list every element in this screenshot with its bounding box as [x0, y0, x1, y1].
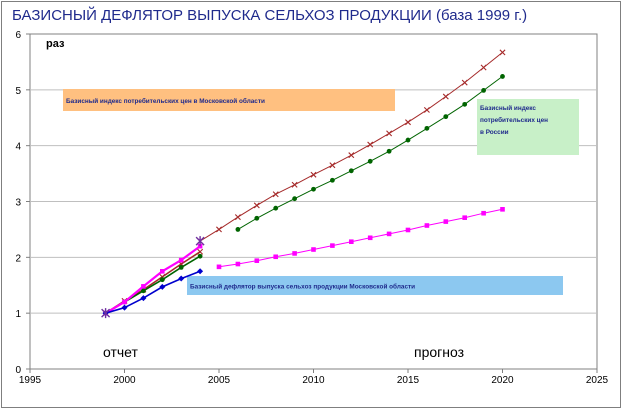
data-point-cpi_ru — [386, 148, 392, 154]
data-point-cpi_mo — [291, 181, 298, 188]
x-tick-label: 2010 — [302, 375, 325, 386]
series-layer — [101, 49, 506, 319]
data-point-defl_mo — [500, 207, 505, 212]
data-point-cpi_mo — [216, 226, 222, 233]
data-point-defl_mo — [367, 235, 373, 241]
data-point-defl_mo — [386, 231, 392, 237]
x-tick-label: 2000 — [113, 375, 136, 386]
data-point-cpi_mo — [405, 119, 411, 126]
data-point-defl_mo — [197, 243, 203, 249]
data-point-defl_mo — [160, 268, 165, 274]
annotation-text-defl_mo: Базисный дефлятор выпуска сельхоз продук… — [190, 283, 415, 291]
forecast-period-label: прогноз — [414, 344, 464, 360]
data-point-cpi_mo — [272, 191, 279, 198]
data-point-cpi_ru — [141, 288, 146, 294]
data-point-cpi_ru — [348, 168, 354, 174]
data-point-cpi_ru — [367, 158, 373, 164]
data-point-defl_mo — [235, 261, 241, 267]
data-point-defl_mo — [311, 247, 316, 252]
data-point-cpi_ru — [443, 114, 449, 120]
data-point-cpi_mo — [234, 214, 241, 221]
data-point-defl_ru — [178, 275, 185, 282]
data-point-cpi_ru — [462, 101, 468, 107]
data-point-cpi_mo — [367, 141, 374, 148]
data-point-cpi_mo — [480, 64, 487, 71]
data-point-defl_mo — [273, 254, 278, 260]
x-tick-label: 2015 — [397, 375, 420, 386]
data-point-cpi_mo — [197, 248, 204, 255]
data-point-cpi_mo — [423, 106, 430, 113]
data-point-cpi_mo — [442, 93, 449, 100]
data-point-cpi_ru — [235, 227, 241, 232]
data-point-cpi_mo — [461, 79, 468, 86]
star-marker — [195, 236, 205, 247]
data-point-cpi_mo — [329, 162, 336, 169]
data-point-cpi_ru — [481, 87, 486, 93]
data-point-defl_mo — [405, 227, 411, 233]
data-point-cpi_ru — [405, 137, 411, 143]
data-point-defl_mo — [141, 284, 146, 289]
data-point-cpi_mo — [499, 49, 506, 56]
data-point-defl_mo — [424, 223, 430, 228]
data-point-cpi_ru — [292, 196, 297, 202]
data-point-cpi_ru — [273, 205, 279, 211]
annotation-text-cpi_ru: Базисный индекс потребительских цен в Росс… — [480, 104, 548, 136]
data-point-defl_ru — [140, 295, 147, 302]
data-point-defl_mo — [481, 210, 486, 216]
series-line-defl_mo-forecast — [218, 208, 503, 268]
data-point-defl_ru — [197, 268, 204, 275]
y-tick-label: 2 — [15, 253, 21, 264]
x-tick-label: 1995 — [19, 375, 42, 386]
series-line-defl_mo-report — [105, 245, 201, 315]
data-point-cpi_ru — [500, 74, 505, 79]
data-point-defl_mo — [349, 239, 354, 244]
y-tick-label: 6 — [15, 30, 21, 41]
data-point-cpi_mo — [310, 171, 317, 178]
y-tick-label: 3 — [15, 198, 21, 209]
data-point-cpi_mo — [253, 202, 260, 209]
data-point-cpi_ru — [178, 264, 184, 270]
data-point-cpi_ru — [254, 215, 260, 221]
report-period-label: отчет — [103, 344, 139, 360]
data-point-cpi_mo — [348, 152, 355, 159]
x-tick-label: 2020 — [491, 375, 514, 386]
data-point-defl_mo — [462, 215, 467, 220]
data-point-defl_ru — [159, 283, 166, 290]
annotation-box-defl_mo — [187, 276, 563, 295]
chart-title: БАЗИСНЫЙ ДЕФЛЯТОР ВЫПУСКА СЕЛЬХОЗ ПРОДУК… — [12, 6, 527, 24]
data-point-cpi_mo — [386, 130, 393, 137]
annotation-box-cpi_mo — [63, 89, 395, 111]
data-point-cpi_ru — [330, 177, 335, 183]
data-point-defl_mo — [330, 243, 335, 248]
x-tick-label: 2025 — [586, 375, 609, 386]
annotation-box-cpi_ru — [477, 99, 579, 155]
data-point-defl_mo — [292, 251, 297, 256]
data-point-defl_mo — [178, 257, 184, 263]
data-point-defl_mo — [122, 299, 127, 305]
data-point-cpi_ru — [159, 277, 165, 283]
data-point-defl_mo — [254, 258, 260, 263]
y-unit-label: раз — [46, 38, 65, 50]
data-point-defl_mo — [443, 219, 449, 224]
y-tick-label: 1 — [15, 309, 21, 320]
annotations: Базисный индекс потребительских цен в Мо… — [63, 89, 579, 295]
y-tick-label: 5 — [15, 86, 21, 97]
axes: 0 1 2 3 4 5 6 1995 2000 2005 2010 2015 2020 2025 — [15, 30, 608, 386]
y-tick-label: 0 — [15, 365, 21, 376]
star-marker — [101, 308, 111, 319]
data-point-defl_mo — [216, 264, 222, 270]
x-tick-label: 2005 — [208, 375, 231, 386]
data-point-cpi_ru — [424, 125, 430, 131]
annotation-text-cpi_mo: Базисный индекс потребительских цен в Мо… — [66, 97, 265, 105]
data-point-cpi_ru — [197, 253, 203, 259]
data-point-defl_ru — [121, 304, 128, 311]
data-point-cpi_ru — [311, 186, 316, 192]
series-line-defl_ru-report — [105, 270, 201, 314]
y-tick-label: 4 — [15, 142, 21, 153]
